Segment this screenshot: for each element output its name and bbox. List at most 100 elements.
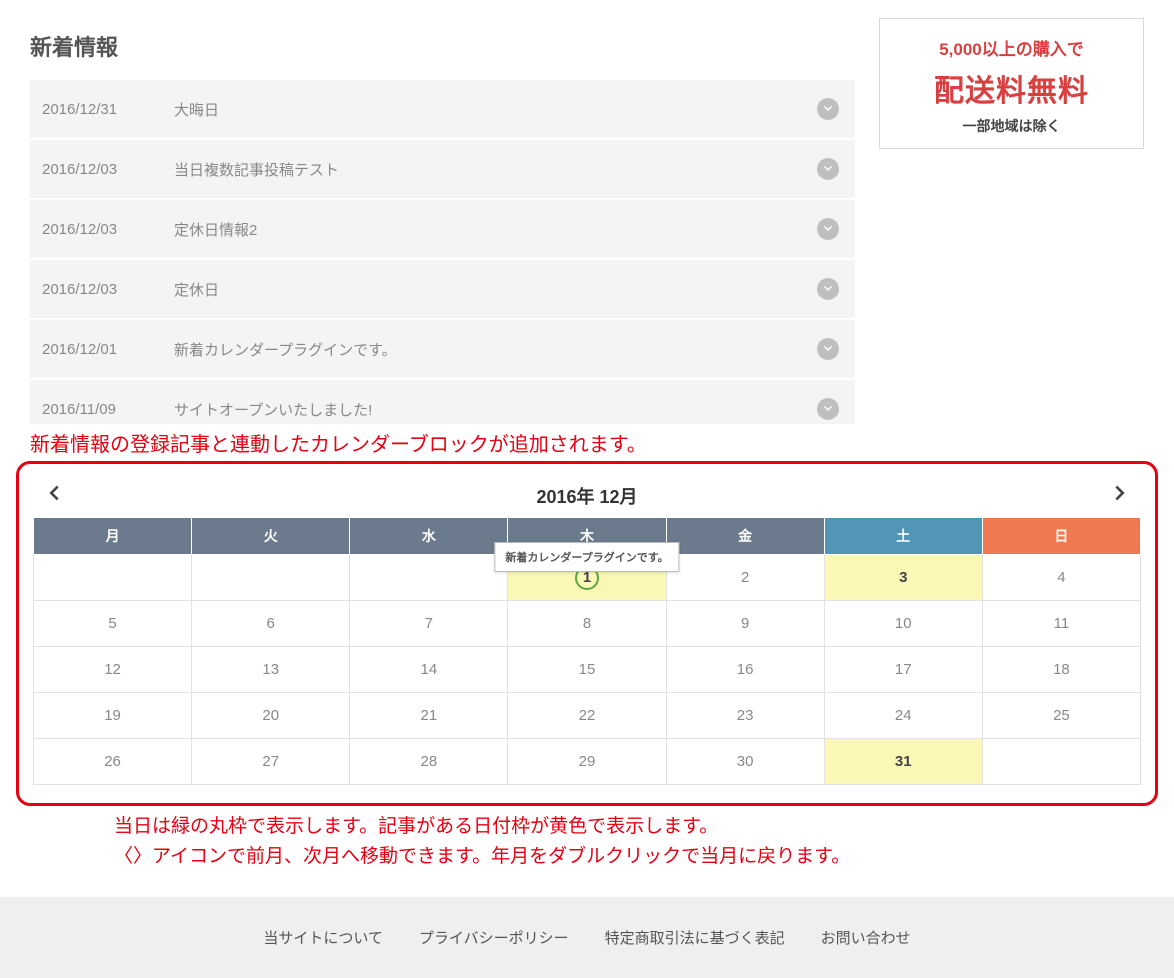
news-date: 2016/12/01 [42, 341, 142, 358]
calendar-week-row: 262728293031 [34, 739, 1141, 785]
calendar-day-cell[interactable]: 17 [824, 647, 982, 693]
news-title: 新着情報 [30, 18, 855, 80]
news-item[interactable]: 2016/12/03 定休日情報2 [30, 200, 855, 258]
news-item[interactable]: 2016/12/31 大晦日 [30, 80, 855, 138]
news-date: 2016/12/03 [42, 281, 142, 298]
news-item-title: 定休日 [174, 279, 785, 300]
prev-month-button[interactable] [43, 482, 65, 509]
calendar-day-cell[interactable]: 13 [192, 647, 350, 693]
calendar-day-cell[interactable]: 2 [666, 555, 824, 601]
calendar-day-cell[interactable]: 18 [982, 647, 1140, 693]
calendar-body: 新着カレンダープラグインです。1234567891011121314151617… [34, 555, 1141, 785]
chevron-right-icon [1109, 482, 1131, 504]
calendar-block: 2016年 12月 月火水木金土日 新着カレンダープラグインです。1234567… [16, 461, 1158, 806]
calendar-day-cell[interactable]: 10 [824, 601, 982, 647]
annotation-bottom-line2: 〈〉アイコンで前月、次月へ移動できます。年月をダブルクリックで当月に戻ります。 [114, 842, 1174, 872]
news-item[interactable]: 2016/12/03 当日複数記事投稿テスト [30, 140, 855, 198]
calendar-day-cell[interactable]: 30 [666, 739, 824, 785]
calendar-week-row: 19202122232425 [34, 693, 1141, 739]
calendar-day-cell [350, 555, 508, 601]
chevron-down-icon [822, 163, 834, 175]
news-date: 2016/12/03 [42, 161, 142, 178]
footer-link[interactable]: 特定商取引法に基づく表記 [605, 927, 785, 948]
main-content: 新着情報 2016/12/31大晦日2016/12/03当日複数記事投稿テスト2… [30, 18, 855, 426]
footer-nav: 当サイトについて プライバシーポリシー 特定商取引法に基づく表記 お問い合わせ [0, 897, 1174, 978]
calendar-day-cell[interactable]: 31 [824, 739, 982, 785]
news-date: 2016/12/31 [42, 101, 142, 118]
news-date: 2016/11/09 [42, 401, 142, 418]
calendar-day-cell[interactable]: 15 [508, 647, 666, 693]
calendar-weekday-header: 水 [350, 518, 508, 555]
calendar-table: 月火水木金土日 新着カレンダープラグインです。12345678910111213… [33, 517, 1141, 785]
calendar-day-cell[interactable]: 25 [982, 693, 1140, 739]
calendar-day-cell[interactable]: 21 [350, 693, 508, 739]
expand-icon [817, 338, 839, 360]
expand-icon [817, 158, 839, 180]
calendar-week-row: 12131415161718 [34, 647, 1141, 693]
calendar-nav: 2016年 12月 [33, 478, 1141, 517]
news-item[interactable]: 2016/11/09 サイトオープンいたしました! [30, 380, 855, 424]
calendar-day-cell[interactable]: 4 [982, 555, 1140, 601]
calendar-week-row: 567891011 [34, 601, 1141, 647]
news-item-title: 当日複数記事投稿テスト [174, 159, 785, 180]
news-item-title: 新着カレンダープラグインです。 [174, 339, 785, 360]
calendar-day-cell[interactable]: 24 [824, 693, 982, 739]
news-item-title: 定休日情報2 [174, 219, 785, 240]
chevron-left-icon [43, 482, 65, 504]
calendar-day-cell[interactable]: 3 [824, 555, 982, 601]
calendar-title[interactable]: 2016年 12月 [65, 483, 1109, 509]
news-item[interactable]: 2016/12/01 新着カレンダープラグインです。 [30, 320, 855, 378]
calendar-day-cell[interactable]: 5 [34, 601, 192, 647]
expand-icon [817, 398, 839, 420]
expand-icon [817, 218, 839, 240]
calendar-tooltip: 新着カレンダープラグインです。 [494, 542, 679, 572]
expand-icon [817, 278, 839, 300]
calendar-day-cell[interactable]: 8 [508, 601, 666, 647]
footer-link[interactable]: 当サイトについて [263, 927, 383, 948]
calendar-day-cell[interactable]: 11 [982, 601, 1140, 647]
calendar-day-cell[interactable]: 23 [666, 693, 824, 739]
calendar-day-cell[interactable]: 20 [192, 693, 350, 739]
calendar-weekday-header: 火 [192, 518, 350, 555]
annotation-bottom-line1: 当日は緑の丸枠で表示します。記事がある日付枠が黄色で表示します。 [114, 812, 1174, 842]
annotation-top: 新着情報の登録記事と連動したカレンダーブロックが追加されます。 [30, 428, 1174, 457]
calendar-day-cell[interactable]: 19 [34, 693, 192, 739]
chevron-down-icon [822, 343, 834, 355]
calendar-day-cell[interactable]: 9 [666, 601, 824, 647]
footer-link[interactable]: お問い合わせ [821, 927, 911, 948]
chevron-down-icon [822, 223, 834, 235]
news-date: 2016/12/03 [42, 221, 142, 238]
calendar-day-cell[interactable]: 26 [34, 739, 192, 785]
news-item-title: サイトオープンいたしました! [174, 399, 785, 420]
calendar-day-cell[interactable]: 22 [508, 693, 666, 739]
expand-icon [817, 98, 839, 120]
calendar-day-cell[interactable]: 6 [192, 601, 350, 647]
news-list: 2016/12/31大晦日2016/12/03当日複数記事投稿テスト2016/1… [30, 80, 855, 424]
calendar-day-cell[interactable]: 27 [192, 739, 350, 785]
footer-link[interactable]: プライバシーポリシー [419, 927, 569, 948]
calendar-week-row: 新着カレンダープラグインです。1234 [34, 555, 1141, 601]
calendar-day-cell [982, 739, 1140, 785]
calendar-day-cell[interactable]: 新着カレンダープラグインです。1 [508, 555, 666, 601]
promo-headline: 配送料無料 [888, 66, 1135, 110]
calendar-day-cell[interactable]: 29 [508, 739, 666, 785]
sidebar: 5,000以上の購入で 配送料無料 一部地域は除く [879, 18, 1144, 426]
calendar-day-cell[interactable]: 16 [666, 647, 824, 693]
chevron-down-icon [822, 283, 834, 295]
chevron-down-icon [822, 403, 834, 415]
calendar-day-cell[interactable]: 14 [350, 647, 508, 693]
annotation-bottom: 当日は緑の丸枠で表示します。記事がある日付枠が黄色で表示します。 〈〉アイコンで… [114, 812, 1174, 873]
promo-condition: 5,000以上の購入で [888, 35, 1135, 60]
calendar-day-cell[interactable]: 12 [34, 647, 192, 693]
calendar-weekday-header: 金 [666, 518, 824, 555]
calendar-weekday-header: 土 [824, 518, 982, 555]
calendar-day-cell[interactable]: 7 [350, 601, 508, 647]
calendar-weekday-header: 月 [34, 518, 192, 555]
calendar-weekday-header: 日 [982, 518, 1140, 555]
news-item[interactable]: 2016/12/03 定休日 [30, 260, 855, 318]
next-month-button[interactable] [1109, 482, 1131, 509]
news-item-title: 大晦日 [174, 99, 785, 120]
promo-box: 5,000以上の購入で 配送料無料 一部地域は除く [879, 18, 1144, 149]
calendar-day-cell[interactable]: 28 [350, 739, 508, 785]
chevron-down-icon [822, 103, 834, 115]
